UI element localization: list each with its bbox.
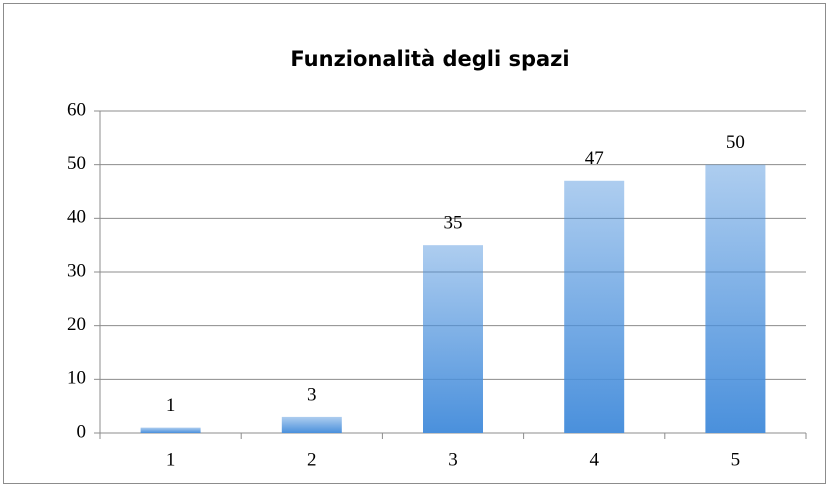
y-tick-label: 40	[67, 207, 86, 228]
chart-frame	[3, 3, 826, 484]
data-label: 35	[444, 213, 463, 234]
data-label: 47	[585, 148, 604, 169]
bar	[705, 164, 766, 433]
x-tick-label: 4	[589, 449, 599, 470]
x-tick-label: 3	[448, 449, 458, 470]
data-label: 3	[307, 384, 317, 405]
y-tick-label: 50	[67, 153, 86, 174]
y-tick-label: 60	[67, 99, 86, 120]
data-label: 1	[166, 395, 176, 416]
x-tick-label: 2	[307, 449, 317, 470]
y-tick-label: 30	[67, 260, 86, 281]
y-tick-label: 0	[77, 421, 87, 442]
bar	[140, 427, 201, 433]
x-tick-label: 5	[731, 449, 741, 470]
bar	[281, 416, 342, 433]
y-tick-label: 10	[67, 368, 86, 389]
x-tick-label: 1	[166, 449, 176, 470]
bar	[423, 245, 483, 433]
bar	[564, 180, 625, 433]
chart-title: Funzionalità degli spazi	[290, 47, 569, 71]
data-label: 50	[726, 132, 745, 153]
y-tick-label: 20	[67, 314, 86, 335]
